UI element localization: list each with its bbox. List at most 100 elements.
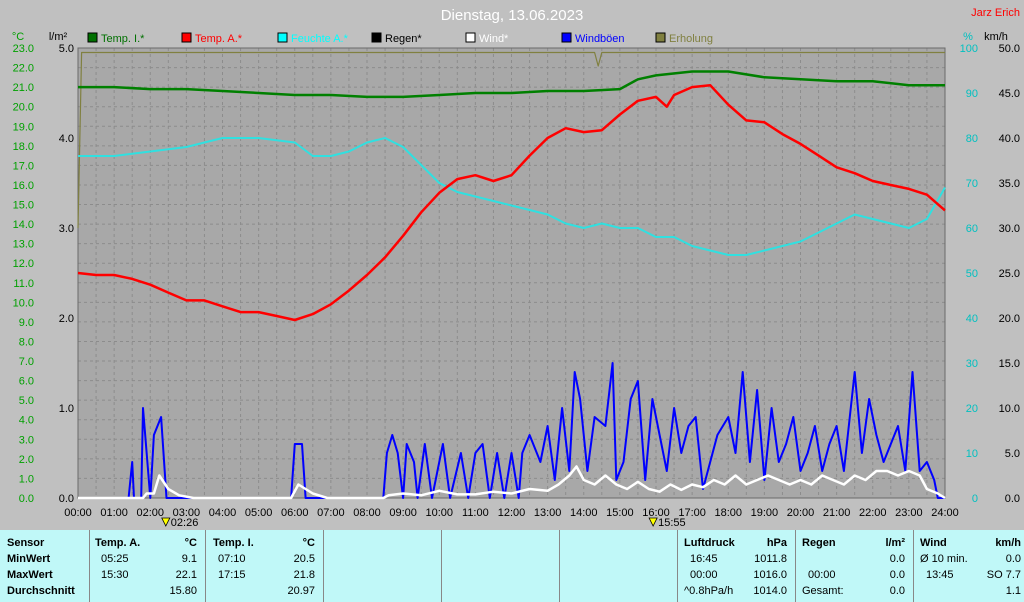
temp-i-header: Temp. I.: [213, 537, 254, 549]
stats-temp-a-col: Temp. A. °C 05:25 9.1 15:30 22.1 15.80: [90, 530, 206, 602]
humidity-tick-label: 70: [966, 178, 978, 190]
stats-sensor-col: Sensor MinWert MaxWert Durchschnitt: [0, 530, 90, 602]
legend-label: Windböen: [575, 33, 625, 45]
x-tick-label: 10:00: [425, 507, 453, 519]
humidity-tick-label: 20: [966, 403, 978, 415]
x-tick-label: 04:00: [209, 507, 237, 519]
temp-i-min-value: 20.5: [293, 553, 315, 565]
luftdruck-max-value: 1016.0: [753, 569, 787, 581]
series-erholung: [77, 51, 945, 229]
rain-tick-label: 5.0: [59, 43, 74, 55]
x-tick-label: 09:00: [389, 507, 417, 519]
series-temp-i: [78, 70, 945, 99]
x-tick-label: 08:00: [353, 507, 381, 519]
humidity-tick-label: 10: [966, 448, 978, 460]
rain-tick-label: 3.0: [59, 223, 74, 235]
wind-tick-label: 0.0: [1005, 493, 1020, 505]
author-label: Jarz Erich: [971, 7, 1020, 19]
temp-a-min-value: 9.1: [181, 553, 197, 565]
wind-tick-label: 25.0: [999, 268, 1020, 280]
x-tick-label: 16:00: [642, 507, 670, 519]
wind-tick-label: 50.0: [999, 43, 1020, 55]
temp-axis-unit: °C: [12, 31, 24, 43]
temp-a-average: 15.80: [169, 585, 197, 597]
temp-i-max-value: 21.8: [293, 569, 315, 581]
x-tick-label: 05:00: [245, 507, 273, 519]
wind-avg-value: 0.0: [1005, 553, 1021, 565]
chart-title: Dienstag, 13.06.2023: [441, 7, 584, 24]
series-temp-a: [77, 83, 946, 322]
stats-regen-col: Regen l/m² 0.0 00:00 0.0 Gesamt: 0.0: [796, 530, 914, 602]
temp-a-max-value: 22.1: [175, 569, 197, 581]
temp-i-max-time: 17:15: [218, 569, 246, 581]
luftdruck-min-time: 16:45: [690, 553, 718, 565]
humidity-tick-label: 40: [966, 313, 978, 325]
wind-avg-label: Ø 10 min.: [920, 553, 968, 565]
legend-swatch: [655, 32, 666, 43]
temp-tick-label: 10.0: [13, 297, 34, 309]
series-windb-en: [78, 362, 945, 499]
temp-tick-label: 21.0: [13, 82, 34, 94]
series-feuchte-a: [78, 137, 946, 256]
humidity-tick-label: 60: [966, 223, 978, 235]
regen-current: 0.0: [889, 553, 905, 565]
humidity-tick-label: 100: [960, 43, 978, 55]
wind-average: 1.1: [1005, 585, 1021, 597]
x-tick-label: 15:00: [606, 507, 634, 519]
row-label-max: MaxWert: [7, 569, 53, 581]
temp-tick-label: 0.0: [19, 493, 34, 505]
rain-tick-label: 4.0: [59, 133, 74, 145]
x-tick-label: 02:00: [136, 507, 164, 519]
x-tick-label: 24:00: [931, 507, 959, 519]
luftdruck-header: Luftdruck: [684, 537, 735, 549]
rain-tick-label: 0.0: [59, 493, 74, 505]
temp-tick-label: 18.0: [13, 141, 34, 153]
legend-swatch: [277, 32, 288, 43]
legend-label: Temp. I.*: [101, 33, 145, 45]
x-tick-label: 00:00: [64, 507, 92, 519]
legend-swatch: [181, 32, 192, 43]
regen-max-time: 00:00: [808, 569, 836, 581]
x-tick-label: 17:00: [678, 507, 706, 519]
time-marker-arrow: [161, 517, 171, 527]
legend-label: Feuchte A.*: [291, 33, 349, 45]
wind-header: Wind: [920, 537, 947, 549]
series-lines: [77, 51, 946, 500]
x-tick-label: 13:00: [534, 507, 562, 519]
wind-max-time: 13:45: [926, 569, 954, 581]
stats-temp-i-col: Temp. I. °C 07:10 20.5 17:15 21.8 20.97: [206, 530, 324, 602]
temp-tick-label: 13.0: [13, 239, 34, 251]
x-tick-label: 07:00: [317, 507, 345, 519]
luftdruck-unit: hPa: [766, 537, 787, 549]
humidity-axis-unit: %: [963, 31, 973, 43]
wind-tick-label: 15.0: [999, 358, 1020, 370]
stats-empty-col-1: [324, 530, 442, 602]
temp-tick-label: 5.0: [19, 395, 34, 407]
temp-tick-label: 14.0: [13, 219, 34, 231]
temp-a-header: Temp. A.: [95, 537, 141, 549]
wind-unit: km/h: [995, 537, 1021, 549]
temp-tick-label: 8.0: [19, 336, 34, 348]
temp-tick-label: 1.0: [19, 473, 34, 485]
temp-tick-label: 17.0: [13, 160, 34, 172]
temp-tick-label: 6.0: [19, 376, 34, 388]
temp-tick-label: 23.0: [13, 43, 34, 55]
temp-tick-label: 4.0: [19, 415, 34, 427]
x-tick-label: 12:00: [498, 507, 526, 519]
x-tick-label: 03:00: [173, 507, 201, 519]
x-tick-label: 19:00: [751, 507, 779, 519]
regen-total-value: 0.0: [889, 585, 905, 597]
temp-tick-label: 16.0: [13, 180, 34, 192]
regen-max-value: 0.0: [889, 569, 905, 581]
luftdruck-trend: ^0.8hPa/h: [684, 585, 734, 597]
time-marker-arrow: [648, 517, 658, 527]
temp-a-min-time: 05:25: [101, 553, 129, 565]
time-markers: 02:26 15:55: [161, 517, 686, 529]
temp-tick-label: 12.0: [13, 258, 34, 270]
wind-tick-label: 20.0: [999, 313, 1020, 325]
luftdruck-max-time: 00:00: [690, 569, 718, 581]
legend-label: Wind*: [479, 33, 509, 45]
temp-tick-label: 3.0: [19, 434, 34, 446]
row-label-avg: Durchschnitt: [7, 585, 75, 597]
